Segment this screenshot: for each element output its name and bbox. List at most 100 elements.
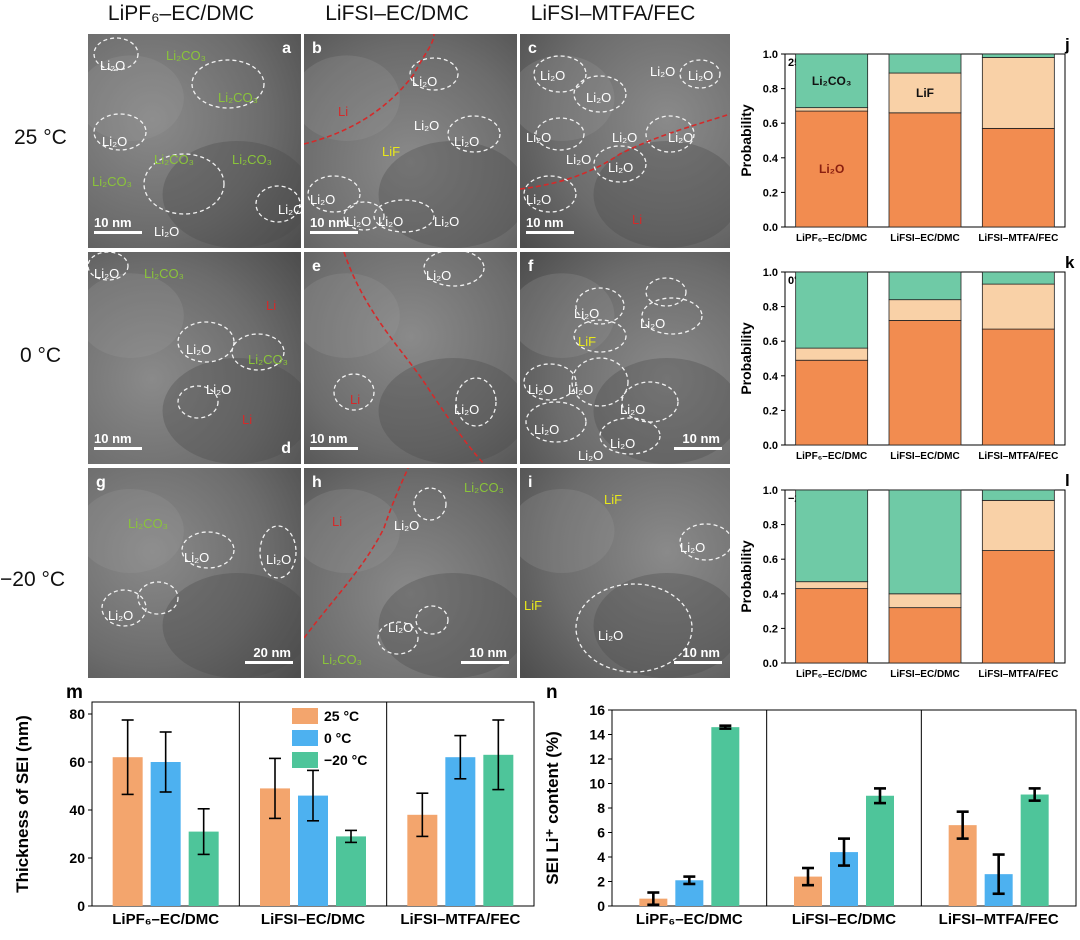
- tem-panel-a: Li₂O Li₂CO₃ Li₂CO₃ Li₂O Li₂CO₃ Li₂CO₃ Li₂CO₃ Li…: [88, 34, 301, 248]
- tem-texture: [378, 141, 517, 248]
- region-label: Li₂O: [668, 130, 693, 145]
- row-header: 0 °C: [20, 344, 62, 367]
- dashed-outline: [93, 37, 139, 71]
- dashed-outline: [641, 297, 703, 335]
- region-label: Li₂O: [186, 342, 211, 357]
- column-header: LiFSI–MTFA/FEC: [530, 2, 696, 25]
- region-label: Li₂O: [680, 540, 705, 555]
- legend-swatch: [292, 730, 318, 746]
- x-tick-label: LiFSI–EC/DMC: [890, 233, 959, 244]
- lithium-boundary-line: [520, 113, 730, 190]
- stacked-bar-segment: [888, 489, 962, 595]
- scale-bar-label: 10 nm: [682, 431, 720, 446]
- x-tick-label: LiFSI–EC/DMC: [890, 451, 959, 462]
- segment-label: LiF: [916, 86, 934, 100]
- legend-swatch: [292, 708, 318, 724]
- region-label: Li₂O: [598, 628, 623, 643]
- row-header: 25 °C: [14, 126, 67, 149]
- dashed-outline: [93, 113, 147, 151]
- y-tick-label: 4: [597, 849, 605, 865]
- x-tick-label: LiFSI–EC/DMC: [792, 911, 896, 928]
- y-tick-label: 2: [597, 874, 605, 890]
- x-tick-label: LiFSI–MTFA/FEC: [978, 451, 1058, 462]
- dashed-outline: [573, 75, 627, 113]
- panel-letter: h: [312, 474, 322, 491]
- y-tick-label: 0.6: [763, 336, 778, 348]
- region-label: Li₂O: [278, 202, 301, 217]
- region-label: Li₂O: [310, 192, 335, 207]
- panel-letter: a: [282, 40, 291, 57]
- scale-bar-label: 10 nm: [94, 215, 132, 230]
- tem-texture: [378, 358, 517, 464]
- dashed-outline: [377, 621, 419, 655]
- dashed-outline: [177, 385, 219, 419]
- dashed-outline: [535, 117, 585, 151]
- region-label: Li₂O: [534, 422, 559, 437]
- stacked-bar-segment: [795, 110, 869, 228]
- region-label: Li₂O: [426, 268, 451, 283]
- stacked-bar-segment: [795, 53, 869, 109]
- dashed-outline: [645, 277, 687, 307]
- dashed-outline: [523, 363, 577, 401]
- scale-bar: [674, 447, 722, 450]
- y-tick-label: 6: [597, 825, 605, 841]
- panel-letter: m: [66, 682, 83, 703]
- dashed-outline: [259, 525, 297, 579]
- chart-panel-m: 0 20 40 60 80 Thickness of SEI (nm) LiPF₆–EC/D…: [13, 682, 535, 928]
- region-label: Li₂CO₃: [154, 152, 194, 167]
- y-tick-label: 0.4: [763, 153, 779, 165]
- y-tick-label: 0.2: [763, 405, 778, 417]
- scale-bar: [674, 661, 722, 664]
- tem-image-background: [520, 468, 730, 678]
- region-label: Li₂O: [526, 192, 551, 207]
- stacked-bar-segment: [888, 53, 962, 74]
- dashed-outline: [573, 319, 627, 353]
- dashed-outline: [523, 175, 577, 213]
- scale-bar-label: 10 nm: [682, 645, 720, 660]
- legend-label: 25 °C: [324, 708, 359, 724]
- region-label: Li₂O: [574, 306, 599, 321]
- region-label: Li₂O: [620, 402, 645, 417]
- y-tick-label: 16: [589, 702, 605, 718]
- scale-bar-label: 20 nm: [253, 645, 291, 660]
- region-label: Li₂O: [586, 90, 611, 105]
- x-tick-label: LiPF₆–EC/DMC: [796, 451, 867, 462]
- tem-panel-i: LiF Li₂O LiF Li₂O i 10 nm: [520, 468, 730, 678]
- region-label: Li₂O: [528, 382, 553, 397]
- tem-texture: [162, 573, 301, 678]
- dashed-outline: [143, 153, 225, 215]
- stacked-bar-segment: [795, 581, 869, 590]
- dashed-outline: [307, 175, 361, 213]
- y-tick-label: 0: [77, 898, 85, 914]
- stacked-bar-segment: [981, 283, 1055, 330]
- bar: [445, 757, 476, 906]
- region-label: Li₂CO₃: [248, 352, 288, 367]
- stacked-bar-segment: [795, 489, 869, 583]
- tem-image-background: [520, 252, 730, 464]
- y-tick-label: 0.2: [763, 623, 778, 635]
- tem-texture: [162, 141, 301, 248]
- tem-texture: [88, 489, 184, 573]
- dashed-outline: [343, 201, 385, 231]
- tem-image-background: [304, 252, 517, 464]
- stacked-bar-segment: [981, 127, 1055, 228]
- x-tick-label: LiFSI–MTFA/FEC: [978, 669, 1058, 680]
- segment-label: Li₂CO₃: [812, 74, 852, 88]
- dashed-outline: [373, 199, 435, 233]
- dashed-outline: [409, 57, 459, 91]
- y-tick-label: 0.6: [763, 554, 778, 566]
- panel-letter: b: [312, 40, 322, 57]
- y-axis-label: SEI Li⁺ content (%): [543, 731, 562, 884]
- tem-texture: [520, 273, 615, 358]
- region-label: Li₂O: [378, 214, 403, 229]
- bar: [866, 795, 894, 906]
- region-label: LiF: [604, 492, 622, 507]
- scale-bar-label: 10 nm: [94, 431, 132, 446]
- stacked-bar-segment: [981, 57, 1055, 129]
- dashed-outline: [447, 115, 501, 153]
- y-tick-label: 80: [69, 706, 85, 722]
- scale-bar-label: 10 nm: [469, 645, 507, 660]
- dashed-outline: [415, 605, 449, 635]
- dashed-outline: [599, 417, 661, 455]
